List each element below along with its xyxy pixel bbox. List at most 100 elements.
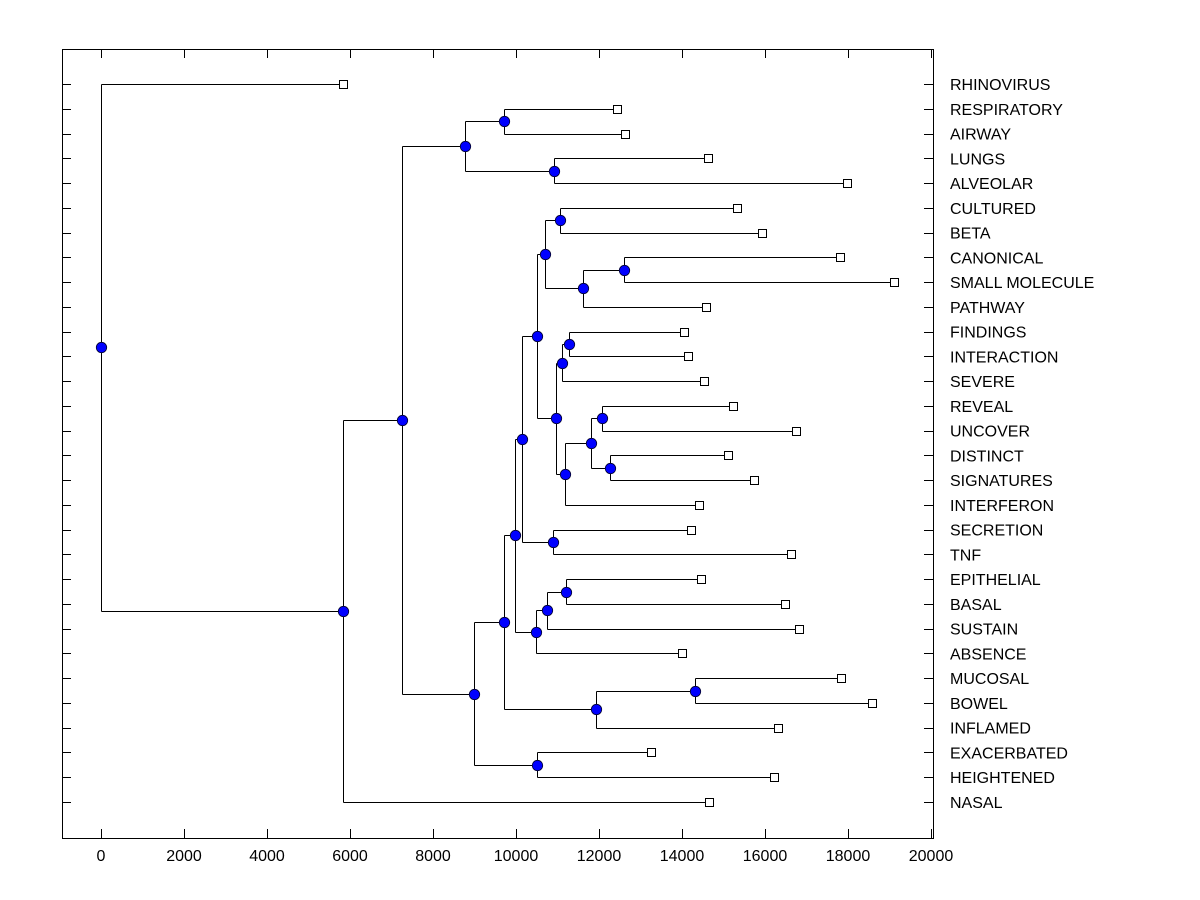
node-marker bbox=[577, 282, 590, 295]
leaf-marker bbox=[843, 179, 852, 188]
leaf-label: BOWEL bbox=[950, 696, 1008, 713]
leaf-marker bbox=[697, 575, 706, 584]
leaf-label: LUNGS bbox=[950, 151, 1005, 168]
leaf-marker bbox=[733, 204, 742, 213]
node-marker bbox=[95, 341, 108, 354]
node-marker bbox=[554, 214, 567, 227]
node-markers bbox=[95, 115, 702, 772]
node-marker bbox=[585, 437, 598, 450]
leaf-marker bbox=[684, 352, 693, 361]
leaf-marker bbox=[687, 526, 696, 535]
x-tick-label: 10000 bbox=[494, 848, 539, 865]
leaf-label: FINDINGS bbox=[950, 325, 1026, 342]
leaf-label: SUSTAIN bbox=[950, 622, 1018, 639]
leaf-label: HEIGHTENED bbox=[950, 770, 1055, 787]
leaf-label: SIGNATURES bbox=[950, 473, 1053, 490]
leaf-label: BASAL bbox=[950, 597, 1002, 614]
node-marker bbox=[689, 685, 702, 698]
leaf-label: ALVEOLAR bbox=[950, 176, 1033, 193]
node-marker bbox=[618, 264, 631, 277]
leaf-label: SEVERE bbox=[950, 374, 1015, 391]
node-marker bbox=[509, 529, 522, 542]
node-marker bbox=[468, 688, 481, 701]
leaf-marker bbox=[724, 451, 733, 460]
node-marker bbox=[604, 462, 617, 475]
leaf-label: DISTINCT bbox=[950, 448, 1024, 465]
leaf-marker bbox=[836, 253, 845, 262]
leaf-label: NASAL bbox=[950, 795, 1003, 812]
leaf-label: ABSENCE bbox=[950, 646, 1026, 663]
node-marker bbox=[556, 357, 569, 370]
leaf-marker bbox=[678, 649, 687, 658]
leaf-marker bbox=[750, 476, 759, 485]
node-marker bbox=[547, 536, 560, 549]
x-tick-label: 18000 bbox=[826, 848, 871, 865]
leaf-marker bbox=[729, 402, 738, 411]
leaf-label: AIRWAY bbox=[950, 127, 1011, 144]
leaf-label: REVEAL bbox=[950, 399, 1013, 416]
leaf-labels: RHINOVIRUS RESPIRATORY AIRWAY LUNGS ALVEOLAR… bbox=[950, 77, 1094, 812]
leaf-label: BETA bbox=[950, 226, 991, 243]
node-marker bbox=[559, 468, 572, 481]
node-marker bbox=[550, 412, 563, 425]
leaf-marker bbox=[339, 80, 348, 89]
leaf-markers bbox=[339, 80, 899, 807]
leaf-marker bbox=[613, 105, 622, 114]
axis-ticks bbox=[62, 49, 933, 838]
node-marker bbox=[541, 604, 554, 617]
leaf-label: SMALL MOLECULE bbox=[950, 275, 1094, 292]
x-tick-label: 6000 bbox=[332, 848, 368, 865]
node-marker bbox=[548, 165, 561, 178]
x-tick-label: 0 bbox=[97, 848, 106, 865]
leaf-marker bbox=[621, 130, 630, 139]
leaf-marker bbox=[868, 699, 877, 708]
leaf-label: PATHWAY bbox=[950, 300, 1025, 317]
leaf-label: EXACERBATED bbox=[950, 745, 1068, 762]
x-tick-label: 16000 bbox=[743, 848, 788, 865]
node-marker bbox=[563, 338, 576, 351]
leaf-marker bbox=[781, 600, 790, 609]
leaf-marker bbox=[774, 724, 783, 733]
x-tick-label: 20000 bbox=[909, 848, 954, 865]
leaf-label: EPITHELIAL bbox=[950, 572, 1041, 589]
x-tick-label: 8000 bbox=[415, 848, 451, 865]
leaf-label: MUCOSAL bbox=[950, 671, 1029, 688]
leaf-marker bbox=[704, 154, 713, 163]
leaf-marker bbox=[795, 625, 804, 634]
leaf-marker bbox=[647, 748, 656, 757]
node-marker bbox=[498, 616, 511, 629]
leaf-label: UNCOVER bbox=[950, 424, 1030, 441]
node-marker bbox=[498, 115, 511, 128]
leaf-marker bbox=[770, 773, 779, 782]
node-marker bbox=[531, 330, 544, 343]
node-marker bbox=[560, 586, 573, 599]
node-marker bbox=[530, 626, 543, 639]
node-marker bbox=[596, 412, 609, 425]
x-tick-label: 14000 bbox=[660, 848, 705, 865]
leaf-marker bbox=[758, 229, 767, 238]
plot-frame bbox=[62, 49, 934, 839]
leaf-marker bbox=[837, 674, 846, 683]
leaf-label: INTERFERON bbox=[950, 498, 1054, 515]
leaf-label: CULTURED bbox=[950, 201, 1036, 218]
branches bbox=[101, 84, 895, 803]
leaf-label: RESPIRATORY bbox=[950, 102, 1063, 119]
leaf-marker bbox=[700, 377, 709, 386]
node-marker bbox=[459, 140, 472, 153]
leaf-label: RHINOVIRUS bbox=[950, 77, 1050, 94]
node-marker bbox=[337, 605, 350, 618]
node-marker bbox=[539, 248, 552, 261]
leaf-marker bbox=[705, 798, 714, 807]
leaf-marker bbox=[787, 550, 796, 559]
leaf-label: CANONICAL bbox=[950, 250, 1043, 267]
node-marker bbox=[516, 433, 529, 446]
x-tick-labels: 0 2000 4000 6000 8000 10000 12000 14000 16000 180… bbox=[97, 848, 954, 865]
x-tick-label: 2000 bbox=[166, 848, 202, 865]
leaf-marker bbox=[890, 278, 899, 287]
leaf-label: INFLAMED bbox=[950, 721, 1031, 738]
x-tick-label: 4000 bbox=[249, 848, 285, 865]
x-tick-label: 12000 bbox=[577, 848, 622, 865]
leaf-marker bbox=[702, 303, 711, 312]
leaf-marker bbox=[695, 501, 704, 510]
